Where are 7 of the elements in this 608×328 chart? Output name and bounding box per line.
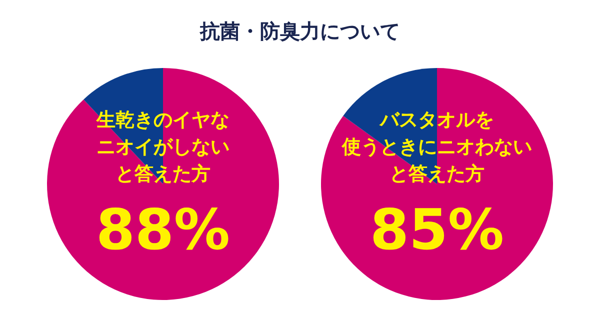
text: バスタオルを (379, 109, 494, 131)
text: 88% (96, 198, 230, 263)
pie-slice (47, 68, 279, 300)
pie-slice (321, 68, 553, 300)
chart-title: 抗菌・防臭力について (199, 19, 400, 43)
text: ニオイがしない (96, 136, 230, 158)
text: 85% (370, 198, 504, 263)
